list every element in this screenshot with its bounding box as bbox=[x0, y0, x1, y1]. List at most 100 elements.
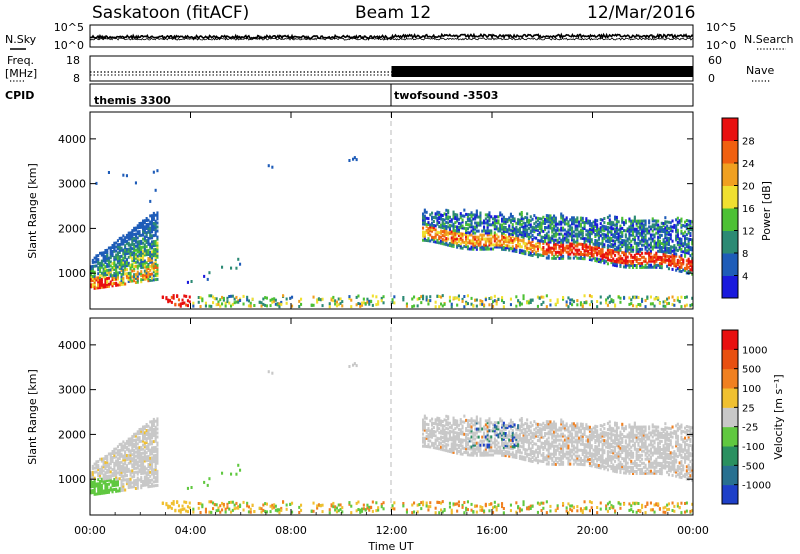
power-cell bbox=[594, 249, 597, 253]
power-cell bbox=[666, 226, 669, 230]
power-cell bbox=[567, 230, 570, 234]
velocity-cell bbox=[355, 501, 358, 505]
velocity-cell bbox=[102, 463, 105, 467]
power-cell bbox=[472, 235, 475, 239]
power-cell bbox=[495, 243, 498, 247]
power-cell bbox=[642, 255, 645, 259]
power-cell bbox=[522, 297, 525, 301]
power-cell bbox=[639, 265, 642, 269]
power-cell bbox=[328, 302, 331, 306]
velocity-cell bbox=[328, 508, 331, 512]
velocity-cell bbox=[502, 451, 505, 455]
power-cell bbox=[136, 256, 139, 260]
power-cell bbox=[116, 243, 119, 247]
power-cell bbox=[402, 296, 405, 299]
velocity-cell bbox=[116, 479, 119, 483]
velocity-cell bbox=[509, 434, 512, 438]
power-cell bbox=[440, 213, 443, 217]
velocity-cell bbox=[125, 454, 128, 457]
power-cell bbox=[592, 230, 595, 234]
velocity-cell bbox=[436, 424, 439, 428]
power-cell bbox=[599, 248, 602, 252]
velocity-cell bbox=[129, 457, 132, 461]
power-cell bbox=[337, 297, 340, 301]
power-cell bbox=[490, 247, 493, 251]
power-cell bbox=[152, 254, 155, 258]
power-cell bbox=[104, 277, 107, 281]
velocity-cell bbox=[125, 470, 128, 474]
power-cell bbox=[431, 221, 434, 225]
velocity-cell bbox=[143, 465, 146, 469]
power-cell bbox=[154, 274, 157, 278]
velocity-cell bbox=[484, 423, 487, 427]
power-cell bbox=[558, 222, 561, 226]
velocity-cell bbox=[513, 445, 516, 449]
power-cell bbox=[124, 240, 127, 244]
power-cell bbox=[441, 220, 444, 223]
power-cell bbox=[669, 255, 672, 259]
power-cell bbox=[606, 226, 609, 229]
power-cell bbox=[515, 246, 518, 249]
power-cell bbox=[154, 272, 157, 276]
power-cell bbox=[502, 247, 505, 251]
power-cell bbox=[488, 241, 491, 245]
velocity-cell bbox=[131, 449, 134, 453]
power-cell bbox=[522, 251, 525, 255]
velocity-cell bbox=[221, 501, 224, 505]
velocity-cell bbox=[242, 508, 245, 512]
power-cell bbox=[576, 238, 579, 242]
power-cell bbox=[203, 274, 206, 278]
power-cell bbox=[610, 253, 613, 257]
power-cell bbox=[606, 262, 609, 266]
velocity-cell bbox=[447, 437, 450, 441]
power-cell bbox=[551, 236, 554, 240]
power-cell bbox=[115, 277, 118, 281]
power-cell bbox=[124, 262, 127, 266]
power-cell bbox=[655, 227, 658, 231]
power-cell bbox=[619, 254, 622, 258]
velocity-cell bbox=[486, 439, 489, 443]
power-cell bbox=[125, 260, 128, 264]
velocity-cell bbox=[479, 439, 482, 443]
power-cell bbox=[621, 259, 624, 263]
power-cell bbox=[90, 269, 93, 273]
power-cell bbox=[115, 271, 118, 275]
power-cell bbox=[571, 220, 574, 224]
velocity-cell bbox=[215, 503, 218, 507]
power-cell bbox=[601, 238, 604, 242]
velocity-cell bbox=[140, 486, 143, 490]
power-cell bbox=[673, 223, 676, 227]
power-cell bbox=[639, 261, 642, 265]
velocity-cell bbox=[445, 426, 448, 430]
velocity-cell bbox=[269, 504, 272, 508]
power-cell bbox=[649, 265, 652, 269]
power-cell bbox=[571, 242, 574, 246]
power-cell bbox=[531, 254, 534, 257]
power-cell bbox=[499, 211, 502, 215]
power-cell bbox=[666, 232, 669, 236]
power-cell bbox=[436, 216, 439, 220]
power-cell bbox=[228, 295, 231, 298]
noise-ytick-right-bottom: 10^0 bbox=[706, 39, 736, 52]
velocity-cell bbox=[246, 501, 249, 505]
power-cell bbox=[149, 274, 152, 278]
velocity-cell bbox=[129, 461, 132, 465]
power-cell bbox=[502, 225, 505, 229]
power-cell bbox=[149, 254, 152, 258]
velocity-cell bbox=[438, 423, 441, 427]
power-cell bbox=[599, 234, 602, 238]
power-cell bbox=[664, 260, 667, 264]
power-cell bbox=[641, 231, 644, 235]
power-cell bbox=[553, 254, 556, 258]
velocity-cell bbox=[136, 456, 139, 460]
power-cell bbox=[438, 231, 441, 235]
power-cell bbox=[529, 245, 532, 249]
power-cell bbox=[502, 231, 505, 235]
power-cell bbox=[450, 236, 453, 240]
velocity-cell bbox=[538, 502, 541, 506]
power-cell bbox=[459, 212, 462, 216]
power-cell bbox=[472, 237, 475, 241]
power-cell bbox=[639, 253, 642, 257]
velocity-cell bbox=[508, 430, 511, 434]
velocity-cell bbox=[190, 486, 193, 489]
